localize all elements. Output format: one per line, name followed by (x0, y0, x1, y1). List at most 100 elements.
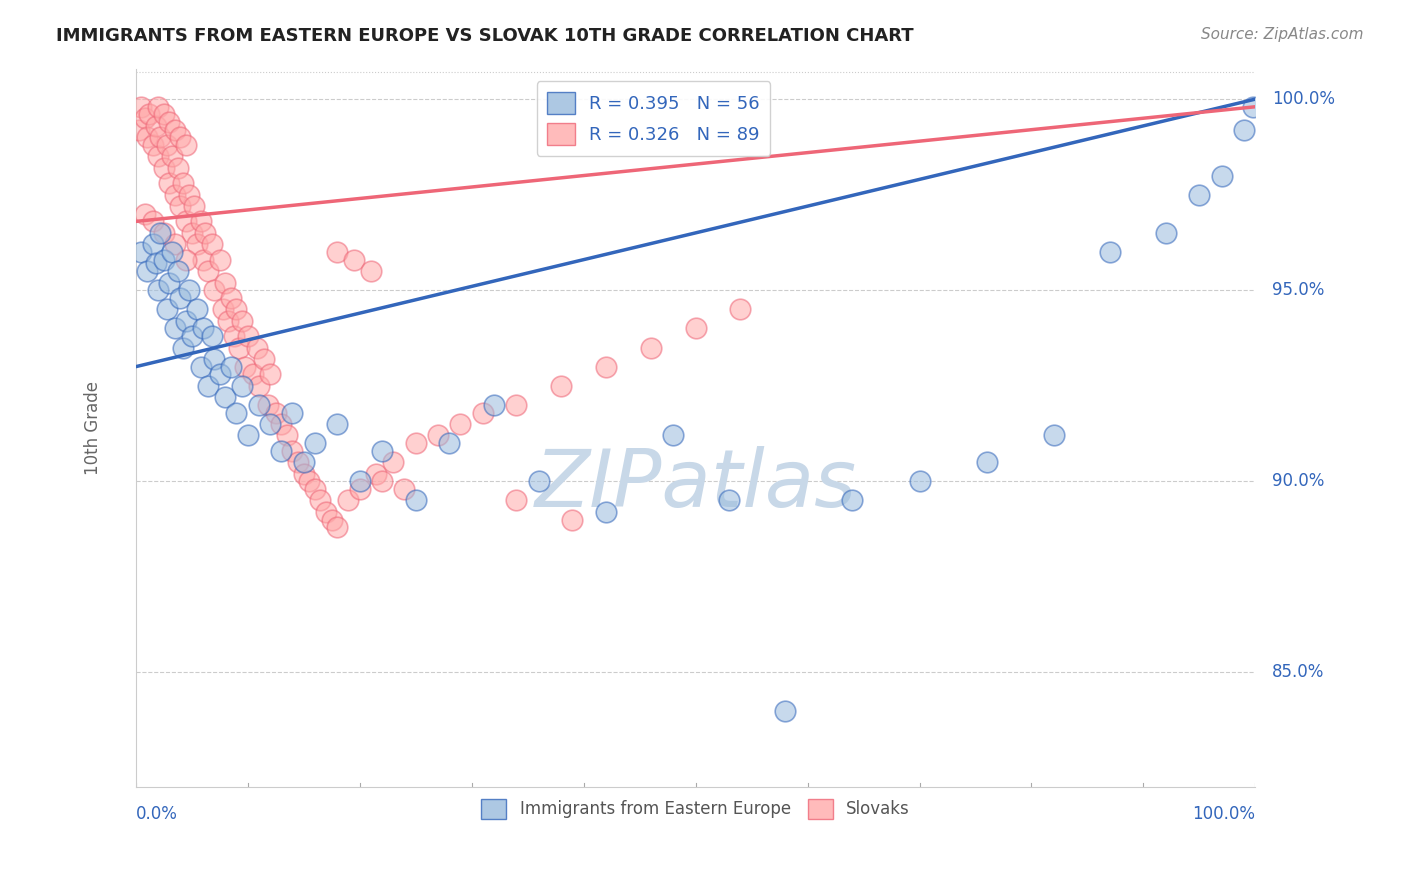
Point (157, 276, 180, 290)
Point (270, 443, 292, 458)
Point (326, 520, 349, 534)
Point (298, 475, 321, 489)
Point (405, 493, 427, 508)
Point (292, 455, 315, 469)
Point (163, 321, 186, 335)
Point (224, 329, 246, 343)
Point (152, 252, 174, 267)
Point (471, 406, 494, 420)
Point (225, 302, 247, 317)
Point (337, 493, 360, 508)
Point (131, 245, 153, 260)
Point (247, 398, 270, 412)
Point (214, 276, 236, 290)
Point (149, 226, 172, 240)
Point (773, 704, 796, 718)
Point (152, 161, 174, 175)
Point (225, 406, 247, 420)
Point (908, 475, 931, 489)
Point (235, 359, 257, 374)
Point (208, 252, 231, 267)
Point (134, 112, 156, 126)
Point (231, 379, 253, 393)
Point (527, 475, 550, 489)
Point (841, 493, 863, 508)
Point (1098, 245, 1121, 260)
Point (179, 283, 201, 297)
Point (172, 176, 194, 190)
Legend: Immigrants from Eastern Europe, Slovaks: Immigrants from Eastern Europe, Slovaks (475, 792, 917, 826)
Point (343, 252, 366, 267)
Point (304, 436, 326, 450)
Point (349, 475, 371, 489)
Text: 100.0%: 100.0% (1272, 90, 1336, 108)
Point (141, 214, 163, 228)
Point (371, 443, 394, 458)
Point (141, 138, 163, 153)
Point (366, 467, 388, 481)
Point (292, 467, 315, 481)
Point (309, 493, 332, 508)
Point (371, 475, 394, 489)
Point (326, 245, 349, 260)
Point (640, 341, 662, 355)
Point (134, 207, 156, 221)
Point (167, 264, 190, 278)
Point (236, 329, 259, 343)
Point (228, 341, 250, 355)
Point (191, 252, 214, 267)
Point (174, 214, 197, 228)
Point (145, 119, 167, 133)
Point (169, 130, 191, 145)
Text: IMMIGRANTS FROM EASTERN EUROPE VS SLOVAK 10TH GRADE CORRELATION CHART: IMMIGRANTS FROM EASTERN EUROPE VS SLOVAK… (56, 27, 914, 45)
Point (157, 115, 180, 129)
Point (685, 321, 707, 335)
Point (326, 417, 349, 431)
Point (146, 283, 169, 297)
Point (163, 122, 186, 136)
Point (131, 100, 153, 114)
Point (190, 359, 212, 374)
Point (186, 237, 208, 252)
Point (128, 122, 150, 136)
Point (180, 226, 202, 240)
Point (662, 428, 685, 442)
Point (183, 199, 205, 213)
Point (315, 505, 337, 519)
Point (214, 390, 236, 404)
Point (179, 187, 201, 202)
Point (427, 428, 450, 442)
Point (281, 406, 304, 420)
Point (394, 482, 416, 496)
Point (264, 406, 287, 420)
Point (449, 417, 471, 431)
Point (505, 493, 527, 508)
Point (152, 226, 174, 240)
Point (149, 130, 172, 145)
Point (281, 443, 304, 458)
Point (219, 359, 242, 374)
Point (197, 379, 219, 393)
Text: 95.0%: 95.0% (1272, 281, 1324, 299)
Text: 0.0%: 0.0% (136, 805, 177, 823)
Point (194, 226, 217, 240)
Point (163, 237, 186, 252)
Point (160, 245, 183, 260)
Point (259, 417, 281, 431)
Point (191, 321, 214, 335)
Point (201, 237, 224, 252)
Point (208, 368, 231, 382)
Point (1188, 187, 1211, 202)
Point (304, 482, 326, 496)
Point (247, 379, 270, 393)
Point (718, 493, 741, 508)
Point (174, 138, 197, 153)
Point (169, 199, 191, 213)
Point (212, 302, 235, 317)
Point (321, 512, 343, 526)
Point (1154, 226, 1177, 240)
Point (135, 130, 157, 145)
Point (152, 107, 174, 121)
Point (145, 256, 167, 270)
Point (201, 329, 224, 343)
